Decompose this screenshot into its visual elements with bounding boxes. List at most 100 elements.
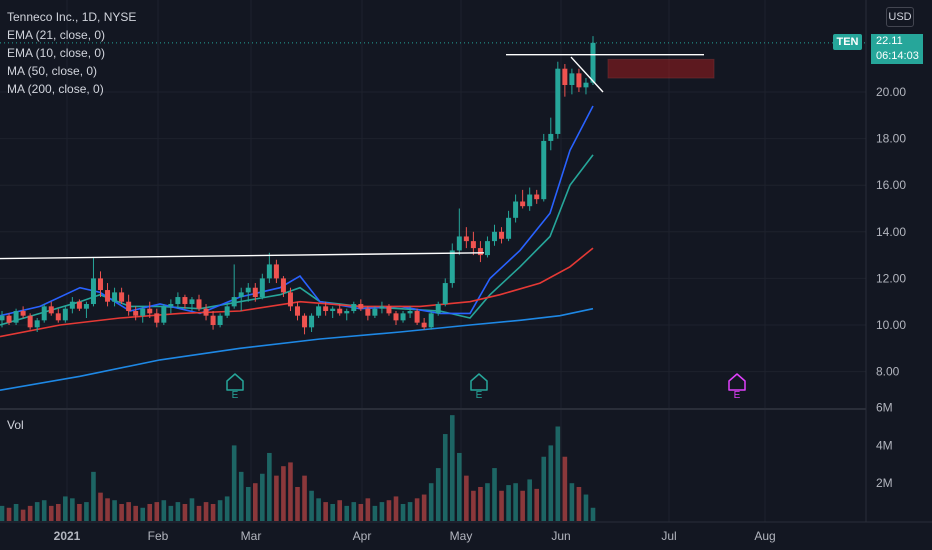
volume-bar [182, 503, 188, 521]
volume-bar [133, 505, 138, 521]
legend-ma50[interactable]: MA (50, close, 0) [7, 64, 98, 78]
volume-bar [569, 483, 575, 521]
candle-body [379, 306, 385, 309]
resistance-trendline [0, 252, 485, 260]
candle-body [105, 290, 111, 302]
volume-bar [400, 503, 406, 521]
candle-body [576, 73, 582, 88]
volume-bar [41, 500, 47, 521]
legend-ema10[interactable]: EMA (10, close, 0) [7, 46, 106, 60]
volume-bar [576, 486, 582, 521]
candle-body [351, 304, 357, 312]
candle-body [534, 194, 540, 200]
candle-body [316, 306, 322, 316]
volume-bar [330, 503, 335, 521]
candle-body [323, 306, 329, 312]
volume-bar [196, 505, 202, 521]
volume-bar [541, 456, 547, 521]
volume-bar [288, 462, 293, 521]
candle-body [13, 311, 19, 323]
volume-bar [0, 505, 5, 521]
volume-bar [590, 507, 596, 521]
price-tick-label: 10.00 [876, 318, 906, 332]
volume-bar [112, 500, 117, 521]
candle-body [231, 297, 237, 307]
volume-bar [210, 503, 216, 521]
volume-bar [77, 503, 82, 521]
volume-bars [0, 415, 596, 521]
candle-body [484, 241, 490, 256]
volume-bar [27, 505, 33, 521]
candle-body [463, 236, 469, 242]
legend-ma200[interactable]: MA (200, close, 0) [7, 82, 104, 96]
candle-body [238, 292, 244, 298]
volume-bar [506, 485, 511, 521]
candle-body [337, 308, 343, 314]
candle-body [182, 297, 188, 305]
volume-bar [70, 498, 75, 521]
candle-body [20, 311, 26, 316]
volume-bar [189, 498, 195, 521]
time-axis: 2021 Feb Mar Apr May Jun Jul Aug [54, 529, 776, 543]
moving-averages [0, 105, 594, 391]
legend-ema21[interactable]: EMA (21, close, 0) [7, 28, 106, 42]
candle-body [189, 299, 195, 305]
candle-body [435, 304, 441, 314]
candle-body [83, 304, 89, 309]
volume-bar [471, 490, 476, 521]
candle-body [273, 264, 279, 279]
volume-bar [281, 466, 286, 521]
last-price: 22.11 [876, 35, 903, 47]
ema21-line [0, 154, 594, 326]
supply-zone-box [607, 58, 715, 79]
candle-body [245, 287, 251, 293]
volume-bar [442, 434, 448, 521]
candle-body [76, 301, 82, 309]
candle-body [27, 315, 33, 328]
volume-bar [6, 507, 12, 521]
candle-body [330, 308, 336, 312]
volume-bar [105, 498, 110, 521]
volume-bar [323, 502, 328, 521]
currency-button[interactable]: USD [886, 7, 914, 27]
time-tick-label: Feb [148, 529, 169, 543]
candle-body [48, 306, 54, 314]
price-tick-label: 14.00 [876, 225, 906, 239]
candle-body [147, 308, 153, 314]
candle-body [569, 73, 575, 86]
earnings-marker-icon [226, 373, 244, 391]
candle-body [358, 304, 364, 309]
volume-bar [548, 445, 554, 521]
candle-body [62, 308, 68, 321]
price-tick-label: 12.00 [876, 271, 906, 285]
earnings-marker-icon [728, 373, 746, 391]
ticker-tag: TEN [833, 34, 862, 50]
ma50-line [0, 247, 594, 338]
candle-body [527, 194, 533, 207]
time-tick-label: Mar [241, 529, 262, 543]
volume-label[interactable]: Vol [7, 418, 24, 432]
legend-title[interactable]: Tenneco Inc., 1D, NYSE [7, 10, 137, 24]
volume-bar [393, 496, 399, 521]
candle-body [302, 315, 308, 328]
volume-bar [414, 498, 420, 521]
ma200-line [0, 307, 594, 391]
volume-bar [520, 490, 525, 521]
volume-bar [583, 494, 589, 521]
candle-body [133, 311, 139, 316]
volume-bar [224, 496, 230, 521]
volume-bar [309, 490, 314, 521]
candle-body [259, 278, 265, 298]
volume-bar [492, 468, 497, 521]
candle-body [421, 322, 427, 328]
volume-axis: 6M 4M 2M [876, 401, 893, 491]
candle-body [372, 308, 378, 316]
candle-body [456, 236, 462, 251]
volume-bar [274, 475, 279, 521]
time-tick-label: Jun [551, 529, 570, 543]
volume-tick-label: 4M [876, 438, 893, 452]
volume-bar [84, 502, 89, 521]
time-tick-label: Jul [661, 529, 676, 543]
